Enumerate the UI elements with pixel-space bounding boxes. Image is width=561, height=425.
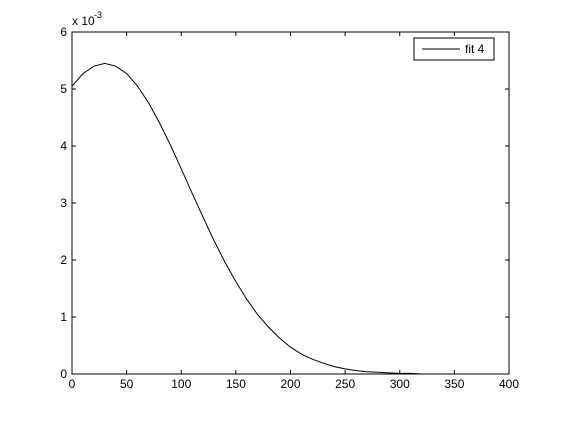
legend-label: fit 4: [465, 42, 485, 56]
x-tick-label: 400: [499, 377, 519, 391]
y-tick-label: 6: [60, 25, 67, 39]
y-tick-label: 0: [60, 367, 67, 381]
y-tick-label: 3: [60, 196, 67, 210]
x-tick-label: 300: [390, 377, 410, 391]
x-tick-label: 150: [226, 377, 246, 391]
x-tick-label: 0: [69, 377, 76, 391]
x-tick-label: 200: [280, 377, 300, 391]
y-tick-label: 2: [60, 253, 67, 267]
line-series: [71, 62, 509, 375]
x-tick-label: 100: [171, 377, 191, 391]
x-tick-label: 250: [335, 377, 355, 391]
x-tick-label: 350: [444, 377, 464, 391]
y-tick-label: 5: [60, 82, 67, 96]
y-multiplier-exponent: -3: [94, 10, 102, 20]
y-multiplier: x 10: [72, 14, 95, 28]
y-tick-label: 1: [60, 310, 67, 324]
x-tick-label: 50: [120, 377, 134, 391]
y-tick-label: 4: [60, 139, 67, 153]
